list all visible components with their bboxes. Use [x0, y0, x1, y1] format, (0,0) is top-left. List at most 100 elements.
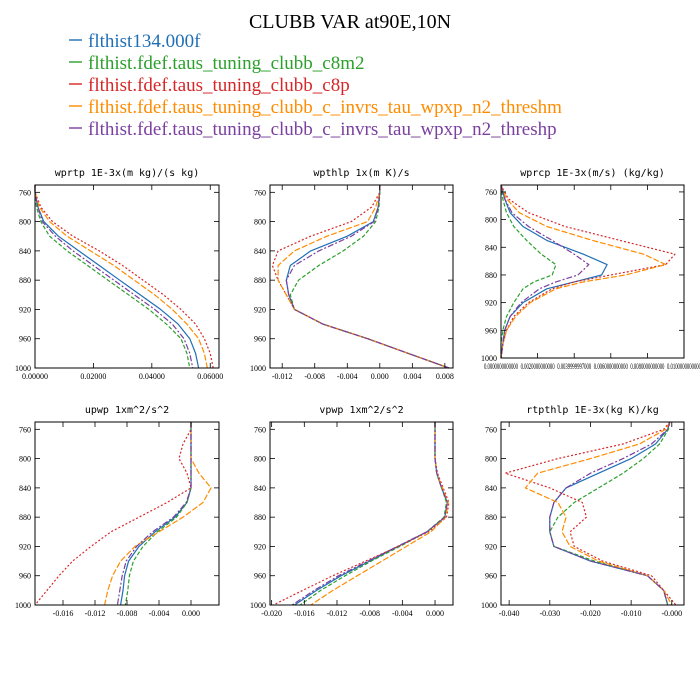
x-tick-label: 0.0100000000000 [667, 362, 700, 371]
y-tick-label: 960 [485, 572, 497, 581]
x-tick-label: -0.010 [621, 609, 642, 618]
y-tick-label: 800 [19, 455, 31, 464]
series-line [34, 185, 191, 369]
panel: wprcp 1E-3x(m/s) (kg/kg) 760 800 840 880 920 9… [481, 168, 700, 371]
x-tick-label: -0.012 [327, 609, 348, 618]
x-tick-label: -0.020 [261, 609, 282, 618]
y-tick-label: 880 [485, 513, 497, 522]
x-tick-label: -0.004 [149, 609, 170, 618]
x-tick-label: -0.030 [539, 609, 560, 618]
y-tick-label: 960 [19, 335, 31, 344]
panels: wprtp 1E-3x(m kg)/(s kg) 760 800 840 880 920 9… [15, 168, 700, 618]
y-tick-label: 800 [19, 218, 31, 227]
series-line [500, 184, 590, 359]
x-tick-label: 0.0080000000000 [630, 362, 664, 371]
y-tick-label: 880 [254, 513, 266, 522]
y-tick-label: 760 [485, 188, 497, 197]
series-line [549, 421, 671, 606]
series-line [34, 185, 208, 369]
series-line [34, 185, 194, 369]
panel: rtpthlp 1E-3x(kg K)/kg 760 800 840 880 920 960… [481, 405, 685, 618]
x-tick-label: 0.02000 [80, 372, 106, 381]
x-tick-label: -0.008 [117, 609, 138, 618]
x-tick-label: -0.004 [392, 609, 413, 618]
series-line [504, 421, 677, 606]
x-tick-label: -0.040 [499, 609, 520, 618]
y-tick-label: 760 [254, 188, 266, 197]
legend-label: flthist.fdef.taus_tuning_clubb_c8p [88, 75, 350, 96]
x-tick-label: -0.020 [580, 609, 601, 618]
x-tick-label: 0.000 [371, 372, 389, 381]
y-tick-label: 840 [19, 247, 31, 256]
x-tick-label: -0.000 [661, 609, 682, 618]
x-tick-label: 0.00000 [22, 372, 48, 381]
x-tick-label: -0.016 [53, 609, 74, 618]
y-tick-label: 760 [254, 425, 266, 434]
legend-entry: flthist.fdef.taus_tuning_clubb_c8m2 [69, 53, 365, 74]
legend-label: flthist.fdef.taus_tuning_clubb_c_invrs_t… [88, 119, 557, 140]
x-tick-label: 0.004 [403, 372, 421, 381]
figure-title: CLUBB VAR at90E,10N [249, 11, 451, 33]
x-tick-label: -0.012 [272, 372, 293, 381]
x-tick-label: 0.06000 [197, 372, 223, 381]
y-tick-label: 920 [254, 305, 266, 314]
series-line [116, 422, 192, 606]
series-line [34, 422, 192, 606]
series-line [285, 185, 450, 369]
y-tick-label: 880 [19, 513, 31, 522]
series-line [549, 421, 671, 606]
series-line [120, 422, 192, 606]
y-tick-label: 800 [254, 218, 266, 227]
series-line [310, 422, 449, 606]
x-tick-label: -0.016 [294, 609, 315, 618]
y-tick-label: 800 [485, 216, 497, 225]
panel-title: wprtp 1E-3x(m kg)/(s kg) [55, 168, 200, 179]
legend-entry: flthist.fdef.taus_tuning_clubb_c8p [69, 75, 350, 96]
legend-label: flthist134.000f [88, 31, 201, 52]
x-tick-label: -0.012 [85, 609, 106, 618]
panel: wprtp 1E-3x(m kg)/(s kg) 760 800 840 880 920 9… [15, 168, 223, 381]
legend-entry: flthist.fdef.taus_tuning_clubb_c_invrs_t… [69, 119, 557, 140]
y-tick-label: 920 [19, 305, 31, 314]
x-tick-label: 0.000 [426, 609, 444, 618]
y-tick-label: 1000 [15, 364, 31, 373]
panel-title: vpwp 1xm^2/s^2 [319, 405, 403, 416]
x-tick-label: 0.0000000000000 [484, 362, 518, 371]
series-line [34, 185, 214, 369]
y-tick-label: 760 [19, 188, 31, 197]
y-tick-label: 800 [485, 455, 497, 464]
x-tick-label: 0.008 [436, 372, 454, 381]
x-tick-label: -0.008 [359, 609, 380, 618]
y-tick-label: 760 [19, 425, 31, 434]
plot-frame [34, 184, 220, 369]
y-tick-label: 1000 [250, 601, 266, 610]
plot-frame [500, 421, 685, 606]
y-tick-label: 1000 [481, 601, 497, 610]
series-line [273, 422, 450, 606]
panel-title: wprcp 1E-3x(m/s) (kg/kg) [520, 168, 665, 179]
panel: upwp 1xm^2/s^2 760 800 840 880 920 960 1000 -0.0… [15, 405, 220, 618]
y-tick-label: 840 [19, 484, 31, 493]
y-tick-label: 1000 [481, 354, 497, 363]
series-line [500, 184, 676, 359]
y-tick-label: 960 [254, 335, 266, 344]
x-tick-label: 0.0060000000000 [594, 362, 628, 371]
series-line [277, 185, 450, 369]
y-tick-label: 840 [485, 484, 497, 493]
y-tick-label: 920 [485, 542, 497, 551]
legend-entry: flthist134.000f [69, 31, 201, 52]
series-line [299, 422, 448, 606]
y-tick-label: 960 [485, 326, 497, 335]
plot-frame [269, 421, 454, 606]
x-tick-label: -0.008 [304, 372, 325, 381]
legend-label: flthist.fdef.taus_tuning_clubb_c8m2 [88, 53, 365, 74]
series-line [500, 184, 667, 359]
x-tick-label: -0.004 [337, 372, 358, 381]
legend: flthist134.000f flthist.fdef.taus_tuning… [69, 31, 562, 140]
y-tick-label: 920 [485, 299, 497, 308]
x-tick-label: 0.0020000000000 [521, 362, 555, 371]
x-tick-label: 0.000 [182, 609, 200, 618]
series-line [549, 421, 671, 606]
y-tick-label: 840 [254, 484, 266, 493]
series-line [34, 185, 200, 369]
